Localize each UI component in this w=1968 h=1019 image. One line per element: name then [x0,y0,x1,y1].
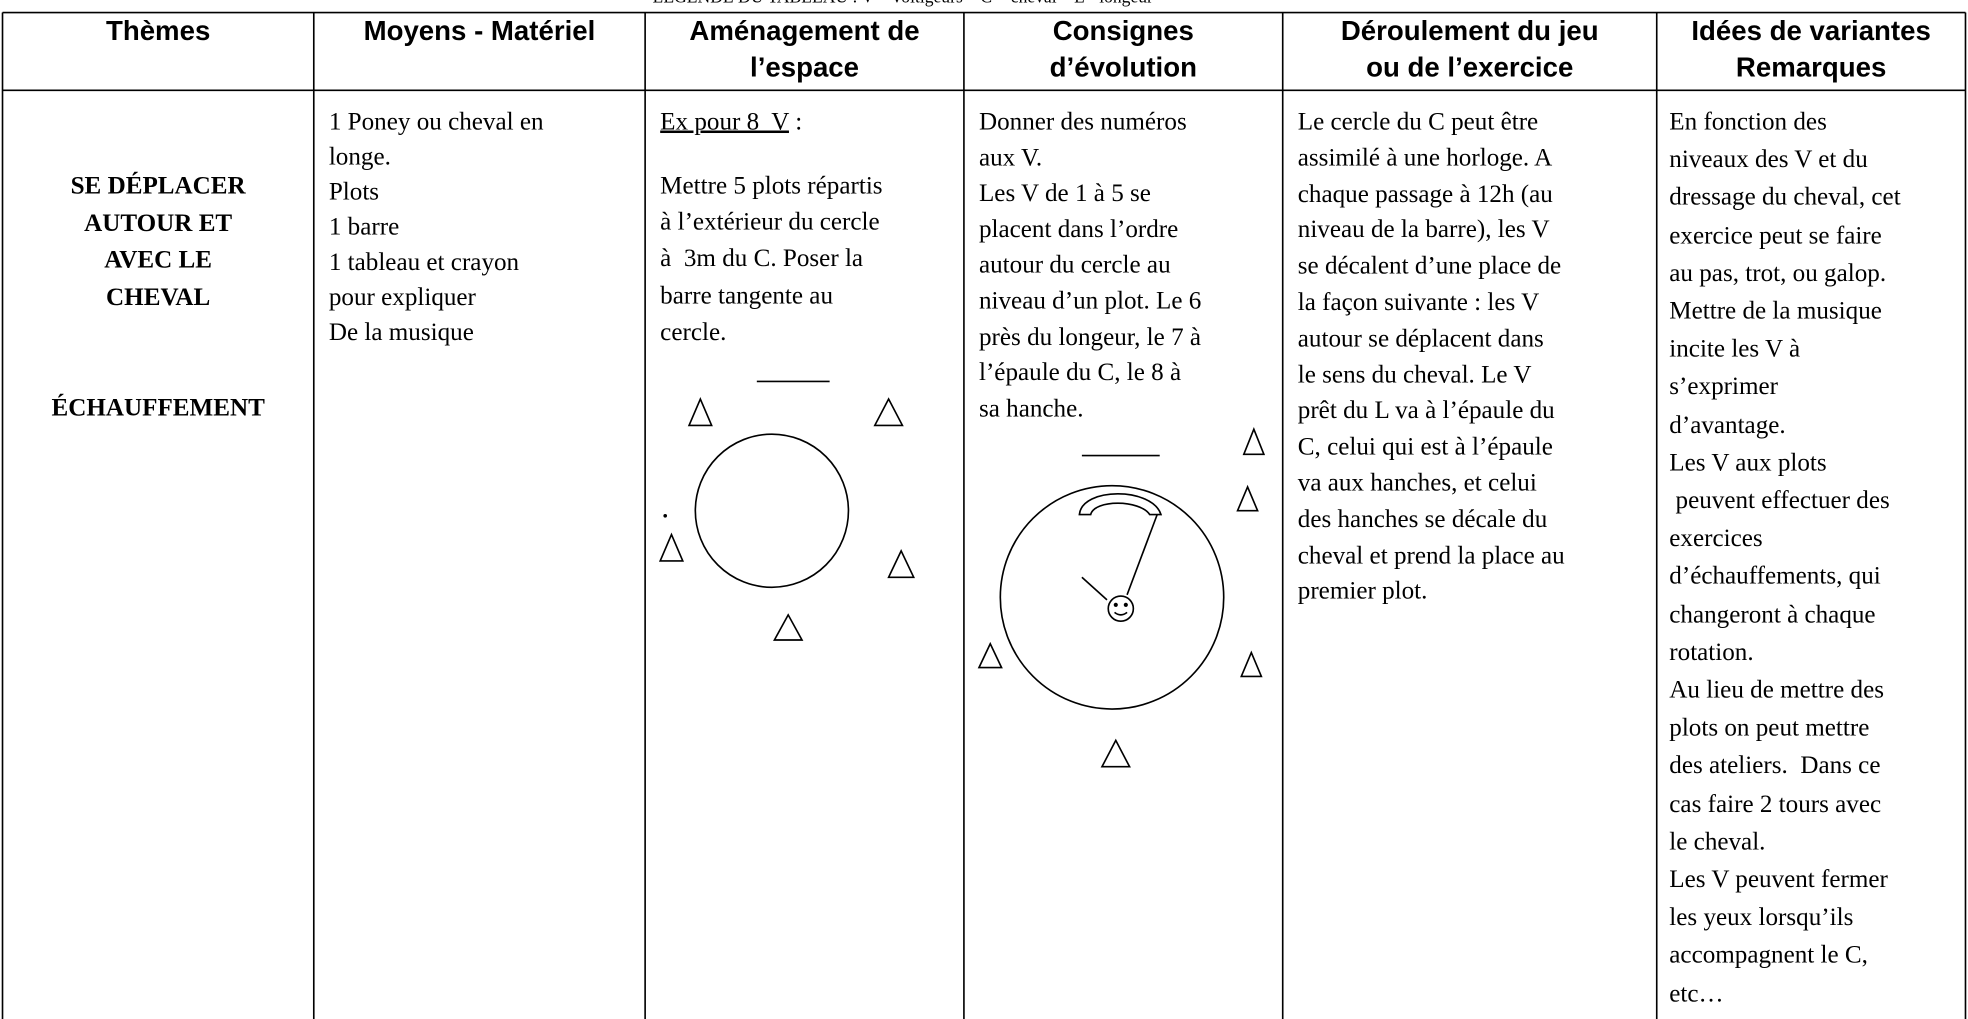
cell-line: 1 barre [328,213,400,241]
cell-line: plots on peut mettre [1669,714,1870,742]
cell-line: longe. [328,143,391,171]
header-cell: Remarques [1735,51,1887,83]
cell-line: Donner des numéros [978,107,1187,136]
cell-line: De la musique [328,318,474,347]
cell-line: cheval et prend la place au [1297,541,1565,570]
cell-line: autour se déplacent dans [1297,324,1544,353]
header-cell: Idées de variantes [1691,15,1931,47]
header-cell: d’évolution [1049,51,1197,83]
cell-line: Mettre de la musique [1669,297,1882,326]
cell-line: l’épaule du C, le 8 à [978,359,1182,387]
diagram-layout [658,380,916,641]
cell-line: exercices [1669,524,1763,553]
cell-line: niveaux des V et du [1669,145,1868,174]
cell-line: d’avantage. [1669,411,1786,439]
cell-line: incite les V à [1669,335,1801,363]
cell-line: barre tangente au [660,281,834,310]
cell-line: 1 Poney ou cheval en [328,107,544,136]
cell-line: placent dans l’ordre [978,215,1179,244]
cell-line: Les V peuvent fermer [1669,865,1888,894]
cell-line: le sens du cheval. Le V [1297,360,1532,389]
cell-line: AUTOUR ET [84,209,233,237]
cell-line: les yeux lorsqu’ils [1669,903,1854,932]
cell-line: la façon suivante : les V [1297,288,1540,317]
cell-line: prêt du L va à l’épaule du [1297,397,1555,425]
cell-line: pour expliquer [328,283,476,312]
cell-line: des hanches se décale du [1297,505,1548,534]
header-cell: l’espace [750,51,860,83]
cell-line: Plots [328,178,380,206]
header-cell: Thèmes [105,15,211,47]
cell-line: assimilé à une horloge. A [1297,144,1553,172]
header-cell: Consignes [1052,15,1194,47]
cell-line: CHEVAL [106,283,211,311]
cell-line: niveau de la barre), les V [1297,216,1550,244]
cell-line: au pas, trot, ou galop. [1669,259,1887,288]
header-cell: Déroulement du jeu [1340,15,1599,47]
cell-line: se décalent d’une place de [1297,252,1562,281]
cell-line: C, celui qui est à l’épaule [1297,433,1553,461]
example-colon: : [795,107,803,136]
example-underlined: Ex pour 8 V [660,107,789,136]
cell-line: etc… [1669,979,1724,1008]
cell-line: accompagnent le C, [1669,941,1868,970]
example-label: Ex pour 8 V : [660,108,802,136]
cell-line: changeront à chaque [1669,600,1876,629]
cell-line: le cheval. [1669,827,1766,856]
cell-line: près du longeur, le 7 à [978,323,1202,351]
cell-line: sa hanche. [978,395,1084,423]
phase: ÉCHAUFFEMENT [51,394,265,422]
cell-line: Mettre 5 plots répartis [660,171,883,200]
cell-line: dressage du cheval, cet [1669,183,1901,212]
legend: LÉGENDE DU TABLEAU : V = voltigeurs – C … [653,0,1153,13]
header-cell: Moyens - Matériel [363,15,596,47]
cell-line: s’exprimer [1669,373,1779,401]
header-cell: Aménagement de [689,15,920,47]
cell-line: En fonction des [1669,107,1827,136]
cell-line: va aux hanches, et celui [1297,469,1537,497]
cell-line: Les V de 1 à 5 se [978,179,1151,208]
cell-line: exercice peut se faire [1669,221,1882,250]
cell-line: peuvent effectuer des [1669,486,1890,515]
cell-line: Au lieu de mettre des [1669,676,1884,704]
cell-line: Les V aux plots [1669,448,1827,477]
cell-line: aux V. [978,143,1043,172]
diagram-evolution [977,426,1266,768]
cell-line: d’échauffements, qui [1669,562,1881,591]
cell-line: cas faire 2 tours avec [1669,790,1882,818]
cell-line: à 3m du C. Poser la [660,245,864,273]
cell-line: des ateliers. Dans ce [1669,752,1881,780]
cell-line: 1 tableau et crayon [328,248,520,277]
cell-line: premier plot. [1297,577,1428,606]
cell-line: à l’extérieur du cercle [660,208,880,237]
cell-line: chaque passage à 12h (au [1297,180,1553,208]
cell-line: rotation. [1669,638,1754,667]
cell-line: niveau d’un plot. Le 6 [978,287,1202,315]
cell-line: AVEC LE [104,246,212,274]
cell-line: autour du cercle au [978,251,1171,280]
cell-line: Le cercle du C peut être [1297,107,1539,136]
header-cell: ou de l’exercice [1366,51,1574,83]
cell-line: cercle. [660,318,727,347]
cell-line: SE DÉPLACER [70,171,246,200]
